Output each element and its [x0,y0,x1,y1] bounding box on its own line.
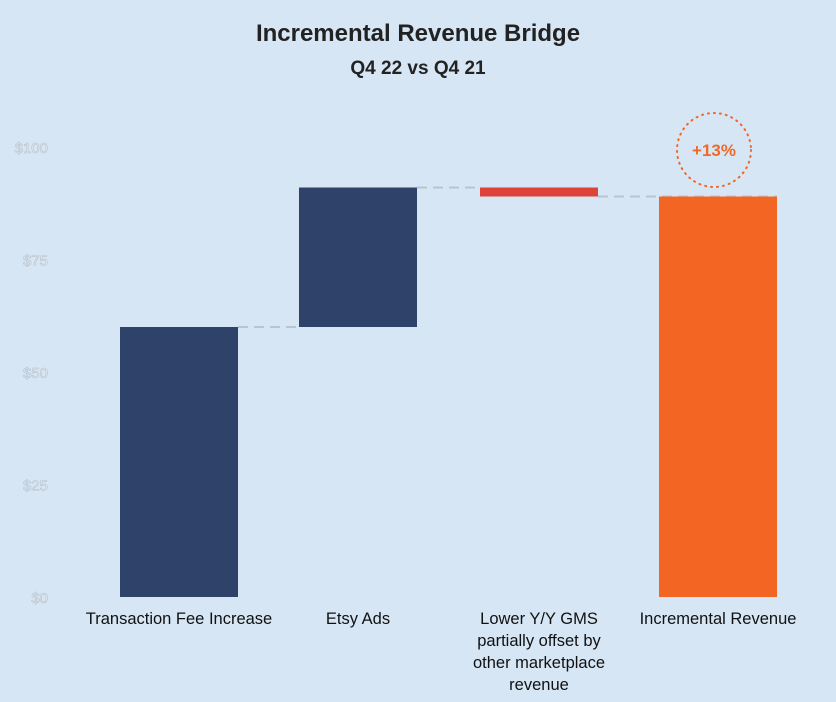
y-tick-label: $75 [23,253,48,270]
category-label: Incremental Revenue [640,610,797,628]
category-label: Etsy Ads [326,610,390,628]
category-label: other marketplace [473,654,605,672]
annotation-label: +13% [692,141,736,160]
chart-subtitle: Q4 22 vs Q4 21 [350,58,486,79]
bar-decrease [480,187,598,197]
y-tick-label: $100 [15,140,48,157]
y-tick-label: $0 [31,590,48,607]
category-label: Lower Y/Y GMS [480,610,598,628]
y-tick-label: $50 [23,365,48,382]
annotation-dotted-circle [676,112,752,188]
category-label: partially offset by [477,632,601,650]
bar-increase [120,327,238,597]
chart-title: Incremental Revenue Bridge [255,20,581,47]
category-label: Transaction Fee Increase [86,610,272,628]
y-tick-label: $25 [23,478,48,495]
bar-increase [299,187,417,327]
bar-total [659,196,777,597]
category-label: revenue [509,676,569,694]
